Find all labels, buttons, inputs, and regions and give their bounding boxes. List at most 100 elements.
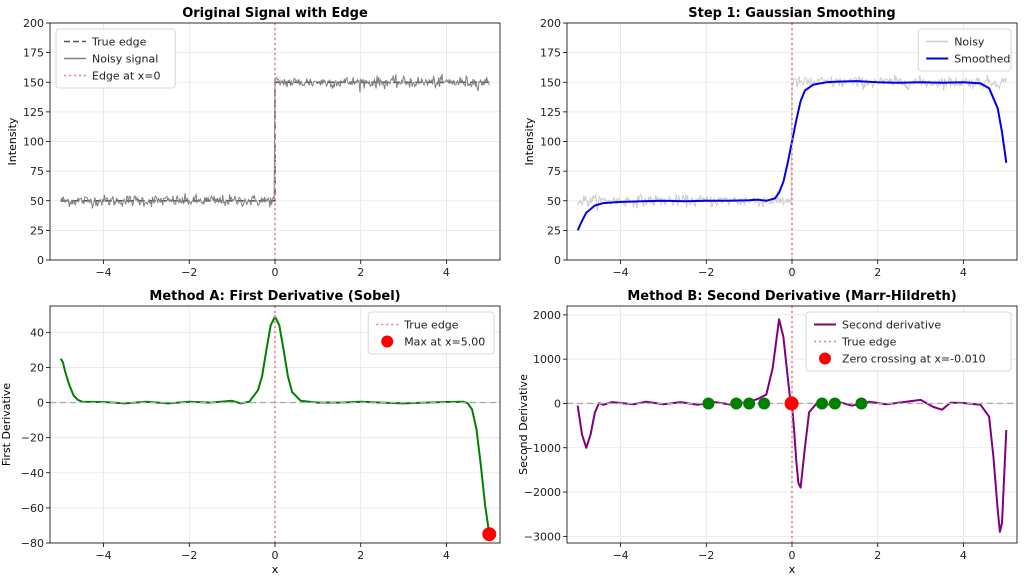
legend-marker bbox=[819, 352, 831, 365]
y-tick-label: 100 bbox=[540, 136, 561, 149]
y-tick-label: 1000 bbox=[533, 353, 561, 366]
y-tick-label: 175 bbox=[540, 47, 561, 60]
y-tick-label: −40 bbox=[21, 467, 44, 480]
subplot-3: Method A: First Derivative (Sobel)−4 −2 0 2… bbox=[0, 289, 501, 576]
y-axis-label: First Derivative bbox=[0, 383, 13, 467]
y-tick-label: 0 bbox=[554, 254, 561, 267]
y-tick-label: 200 bbox=[23, 17, 44, 30]
y-tick-label: −1000 bbox=[524, 442, 561, 455]
legend: True edge Max at x=5.00 bbox=[367, 311, 495, 355]
legend-label: Noisy signal bbox=[92, 53, 158, 66]
y-tick-label: 40 bbox=[30, 326, 44, 339]
x-tick-label: 4 bbox=[443, 266, 450, 279]
chart-title: Method A: First Derivative (Sobel) bbox=[149, 289, 400, 304]
x-tick-label: −2 bbox=[698, 549, 714, 562]
legend-label: Max at x=5.00 bbox=[404, 336, 485, 349]
y-tick-label: −3000 bbox=[524, 530, 561, 543]
legend-label: Edge at x=0 bbox=[92, 70, 160, 83]
subplot-2: Step 1: Gaussian Smoothing −4 −2 0 2 4 0 25 50 75… bbox=[523, 6, 1018, 279]
y-tick-label: 100 bbox=[23, 136, 44, 149]
x-tick-label: −4 bbox=[95, 549, 111, 562]
x-axis-label: x bbox=[272, 563, 279, 576]
y-tick-label: 175 bbox=[23, 47, 44, 60]
x-tick-label: −2 bbox=[181, 266, 197, 279]
y-tick-label: −80 bbox=[21, 537, 44, 550]
series-crossings-point bbox=[828, 397, 841, 410]
x-tick-label: 4 bbox=[443, 549, 450, 562]
series-crossings-point bbox=[743, 397, 756, 410]
x-tick-label: −4 bbox=[612, 549, 628, 562]
x-tick-label: −2 bbox=[181, 549, 197, 562]
y-tick-label: 0 bbox=[37, 397, 44, 410]
y-tick-label: 0 bbox=[37, 254, 44, 267]
series-max-at-x-5-00-point bbox=[482, 527, 497, 542]
legend: Second derivative True edge Zero crossing … bbox=[805, 311, 1012, 372]
x-tick-label: −2 bbox=[698, 266, 714, 279]
series-crossings-point bbox=[730, 397, 743, 410]
series-crossings-point bbox=[702, 397, 715, 410]
legend-label: Noisy bbox=[954, 36, 985, 49]
series-crossings-point bbox=[816, 397, 828, 410]
y-tick-label: 50 bbox=[547, 195, 561, 208]
y-tick-label: 0 bbox=[554, 397, 561, 410]
x-tick-label: 0 bbox=[789, 266, 796, 279]
series-crossings-point bbox=[758, 397, 771, 410]
y-tick-label: 75 bbox=[547, 165, 561, 178]
x-tick-label: 2 bbox=[357, 549, 364, 562]
y-tick-label: 75 bbox=[30, 165, 44, 178]
plot-area bbox=[50, 306, 500, 543]
x-tick-label: 2 bbox=[874, 549, 881, 562]
y-tick-label: −60 bbox=[21, 502, 44, 515]
y-tick-label: 125 bbox=[23, 106, 44, 119]
x-tick-label: 2 bbox=[357, 266, 364, 279]
x-tick-label: −4 bbox=[95, 266, 111, 279]
legend-box bbox=[55, 28, 176, 89]
y-tick-label: 20 bbox=[30, 361, 44, 374]
y-tick-label: 2000 bbox=[533, 309, 561, 322]
plot-area bbox=[60, 23, 490, 260]
x-tick-label: 0 bbox=[789, 549, 796, 562]
x-tick-label: 2 bbox=[874, 266, 881, 279]
x-tick-label: 4 bbox=[960, 549, 967, 562]
legend-label: Zero crossing at x=-0.010 bbox=[842, 353, 986, 366]
legend-label: Smoothed bbox=[954, 53, 1010, 66]
chart-title: Method B: Second Derivative (Marr-Hildre… bbox=[627, 289, 956, 304]
series-crossings-point bbox=[855, 397, 868, 410]
y-tick-label: 200 bbox=[540, 17, 561, 30]
legend-label: True edge bbox=[403, 319, 459, 332]
y-axis-label: Second Derivative bbox=[517, 374, 530, 475]
legend-box bbox=[917, 28, 1012, 72]
legend-marker bbox=[381, 335, 394, 348]
plot-area bbox=[576, 23, 1008, 260]
legend-box bbox=[367, 311, 495, 355]
legend-label: True edge bbox=[841, 336, 897, 349]
legend-label: True edge bbox=[91, 36, 147, 49]
legend-label: Second derivative bbox=[842, 319, 941, 332]
y-tick-label: −2000 bbox=[524, 486, 561, 499]
y-axis-label: Intensity bbox=[523, 117, 536, 165]
y-tick-label: −20 bbox=[21, 432, 44, 445]
y-tick-label: 50 bbox=[30, 195, 44, 208]
x-tick-label: 0 bbox=[272, 549, 279, 562]
y-tick-label: 150 bbox=[540, 76, 561, 89]
series-zero-crossing-at-x-0-010-point bbox=[784, 396, 799, 411]
subplot-4: Method B: Second Derivative (Marr-Hildre… bbox=[517, 289, 1018, 576]
legend: True edge Noisy signal Edge at x=0 bbox=[55, 28, 176, 89]
series-smoothed bbox=[576, 80, 1008, 231]
y-tick-label: 25 bbox=[547, 224, 561, 237]
subplot-1: Original Signal with Edge −4 −2 0 2 4 0 25 50 75 1… bbox=[6, 6, 501, 279]
x-tick-label: 0 bbox=[272, 266, 279, 279]
chart-title: Step 1: Gaussian Smoothing bbox=[688, 6, 895, 21]
x-tick-label: 4 bbox=[960, 266, 967, 279]
legend: Noisy Smoothed bbox=[917, 28, 1012, 72]
y-tick-label: 150 bbox=[23, 76, 44, 89]
y-tick-label: 25 bbox=[30, 224, 44, 237]
chart-title: Original Signal with Edge bbox=[182, 6, 368, 21]
series-noisy-signal bbox=[60, 73, 490, 209]
x-tick-label: −4 bbox=[612, 266, 628, 279]
y-axis-label: Intensity bbox=[6, 117, 19, 165]
legend-box bbox=[805, 311, 1012, 372]
y-tick-label: 125 bbox=[540, 106, 561, 119]
x-axis-label: x bbox=[789, 563, 796, 576]
